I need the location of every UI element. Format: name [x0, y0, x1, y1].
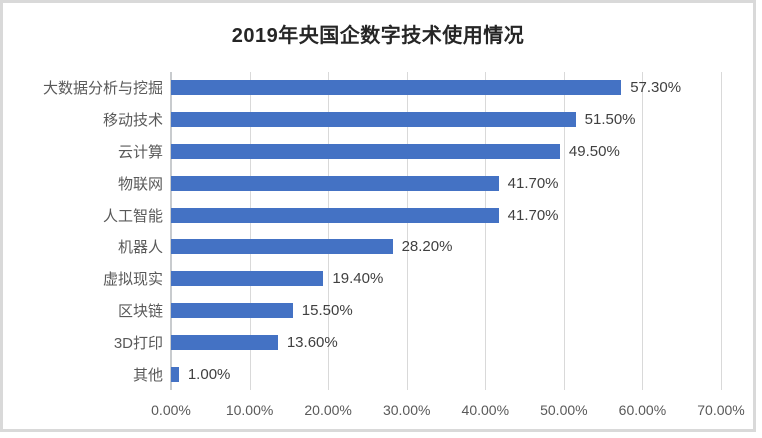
- category-label: 物联网: [117, 175, 163, 193]
- bar: [171, 239, 393, 255]
- bar: [171, 175, 499, 191]
- chart-title: 2019年央国企数字技术使用情况: [231, 25, 525, 47]
- bar-row: 49.50%: [171, 136, 721, 168]
- gridline: [642, 72, 644, 390]
- data-label: 51.50%: [584, 111, 636, 129]
- x-tick-label: 20.00%: [304, 402, 352, 418]
- category-label: 人工智能: [102, 207, 163, 225]
- category-label: 其他: [132, 366, 163, 384]
- bar-row: 41.70%: [171, 199, 721, 231]
- gridline: [563, 72, 565, 390]
- bar-row: 13.60%: [171, 326, 721, 358]
- bar: [171, 143, 560, 159]
- bar: [171, 271, 324, 287]
- bar: [171, 207, 499, 223]
- plot-area: 57.30% 51.50% 49.50% 41.70% 41.70% 28.20% 19.4…: [170, 72, 722, 390]
- x-tick-label: 50.00%: [540, 402, 588, 418]
- data-label: 41.70%: [507, 206, 559, 224]
- bar: [171, 366, 179, 382]
- category-label: 移动技术: [102, 112, 163, 130]
- gridline: [485, 72, 487, 390]
- data-label: 57.30%: [630, 79, 682, 97]
- data-label: 15.50%: [301, 301, 353, 319]
- data-label: 1.00%: [187, 365, 231, 383]
- category-label: 机器人: [117, 239, 163, 257]
- bar: [171, 80, 622, 96]
- chart-frame: 2019年央国企数字技术使用情况 大数据分析与挖掘移动技术云计算物联网人工智能机…: [0, 0, 756, 432]
- x-tick-label: 60.00%: [618, 402, 667, 418]
- gridline: [721, 72, 722, 390]
- category-label: 虚拟现实: [102, 271, 163, 289]
- category-label: 大数据分析与挖掘: [42, 80, 163, 98]
- x-tick-label: 70.00%: [697, 402, 745, 418]
- bar-row: 41.70%: [171, 167, 721, 199]
- x-tick-label: 0.00%: [151, 402, 191, 418]
- gridline: [328, 72, 330, 390]
- bar-row: 57.30%: [171, 72, 721, 104]
- x-tick-label: 40.00%: [461, 402, 510, 418]
- data-label: 41.70%: [507, 174, 559, 192]
- bar-row: 28.20%: [171, 231, 721, 263]
- bar: [171, 334, 278, 350]
- data-label: 49.50%: [568, 142, 620, 160]
- gridline: [249, 72, 251, 390]
- data-label: 19.40%: [332, 270, 384, 288]
- gridline: [406, 72, 408, 390]
- bar-row: 51.50%: [171, 104, 721, 136]
- bar: [171, 302, 293, 318]
- bar-series: 57.30% 51.50% 49.50% 41.70% 41.70% 28.20% 19.4…: [171, 72, 721, 390]
- data-label: 13.60%: [286, 333, 338, 351]
- category-axis: 大数据分析与挖掘移动技术云计算物联网人工智能机器人虚拟现实区块链 3D打印其他: [3, 72, 163, 390]
- value-axis: 0.00% 10.00% 20.00% 30.00% 40.00% 50.00% 60.00…: [151, 402, 745, 422]
- bar-row: 19.40%: [171, 263, 721, 295]
- category-label: 云计算: [117, 143, 163, 161]
- category-label: 区块链: [117, 302, 163, 320]
- x-tick-label: 30.00%: [382, 402, 431, 418]
- data-label: 28.20%: [401, 238, 453, 256]
- bar: [171, 112, 576, 128]
- x-tick-label: 10.00%: [225, 402, 274, 418]
- bar-row: 15.50%: [171, 295, 721, 327]
- bar-row: 1.00%: [171, 358, 721, 390]
- category-label: 3D打印: [113, 334, 163, 352]
- category-axis-line: [170, 72, 172, 390]
